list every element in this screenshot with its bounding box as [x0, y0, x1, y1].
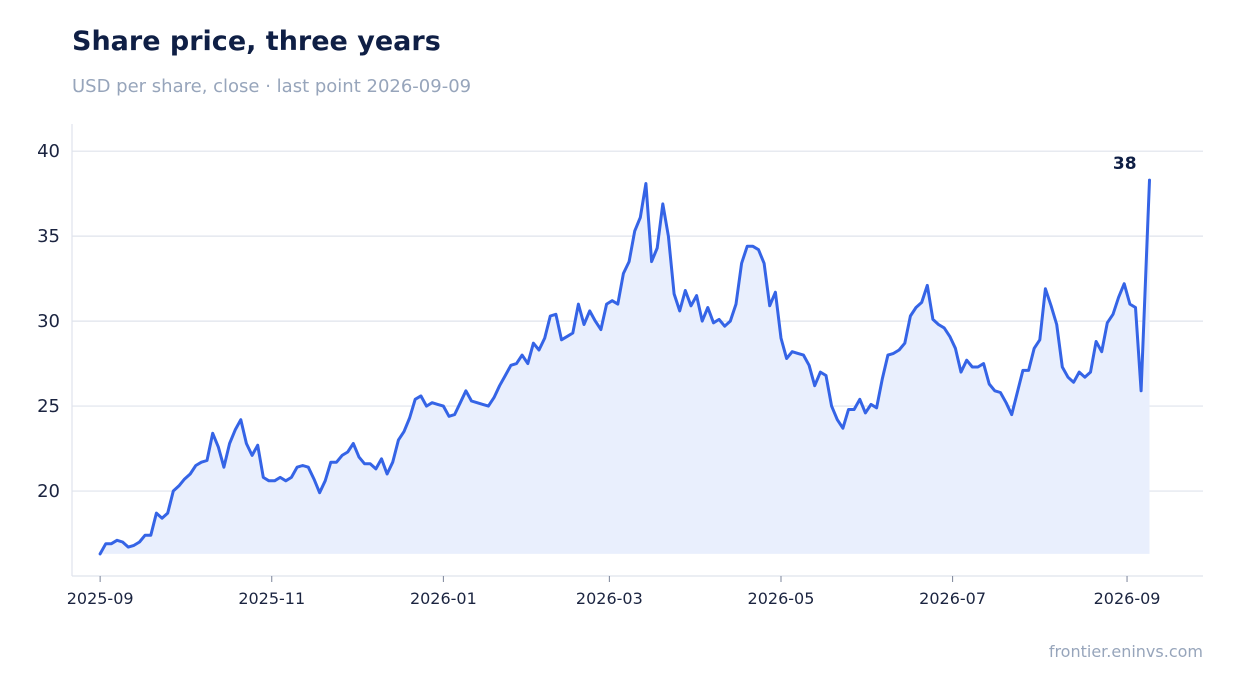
y-tick-label: 40: [37, 141, 60, 162]
x-tick-label: 2025-11: [238, 589, 305, 608]
series-line: [98, 178, 1151, 556]
x-tick-label: 2026-03: [576, 589, 643, 608]
last-value-label: 38: [1113, 154, 1137, 174]
x-tick-label: 2026-01: [410, 589, 477, 608]
x-tick-label: 2025-09: [67, 589, 134, 608]
chart-subtitle: USD per share, close · last point 2026-0…: [72, 76, 472, 97]
x-tick-label: 2026-07: [919, 589, 986, 608]
source-link[interactable]: frontier.eninvs.com: [1048, 642, 1203, 661]
y-tick-label: 35: [37, 226, 60, 247]
x-tick-label: 2026-09: [1094, 589, 1161, 608]
y-tick-label: 30: [37, 311, 60, 332]
y-tick-label: 25: [37, 396, 60, 417]
x-tick-label: 2026-05: [748, 589, 815, 608]
y-tick-label: 20: [37, 481, 60, 502]
series-area: [100, 180, 1150, 554]
chart-title: Share price, three years: [72, 26, 441, 57]
